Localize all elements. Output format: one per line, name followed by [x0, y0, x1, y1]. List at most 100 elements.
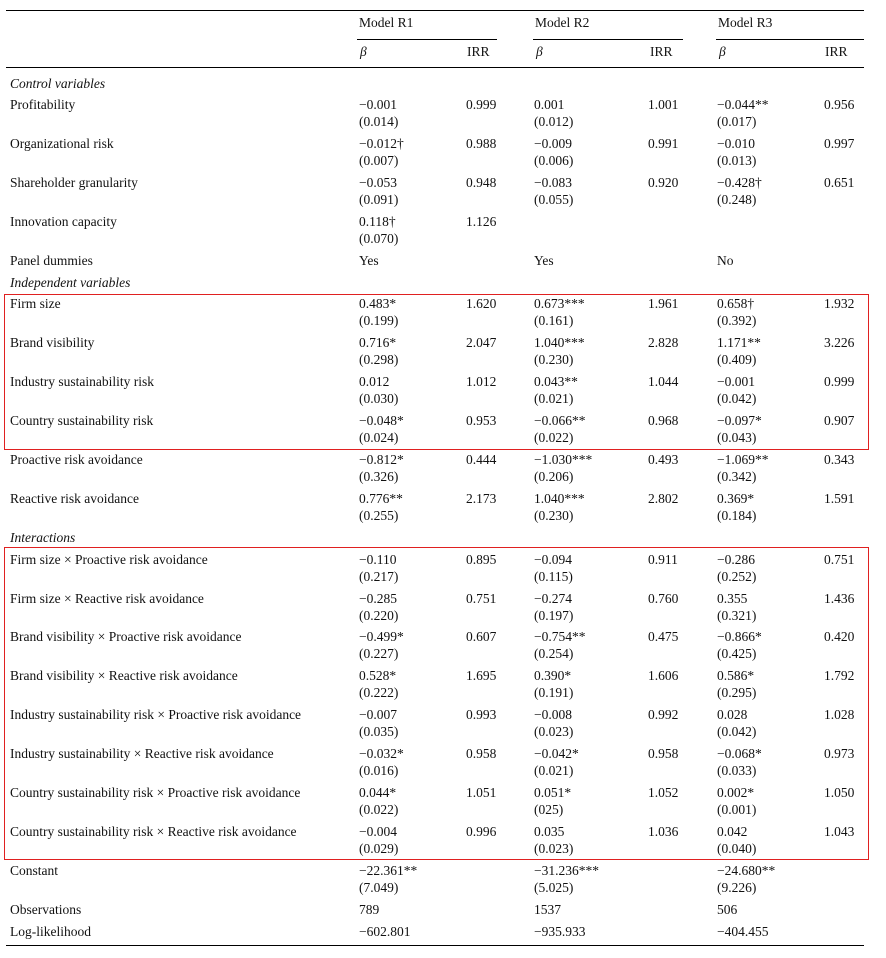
standard-error-value: (0.409): [717, 352, 757, 367]
standard-error-value: (0.230): [534, 508, 574, 523]
coefficient-value: Yes: [359, 253, 379, 268]
model-r1-header: Model R1: [359, 15, 414, 30]
standard-error-value: (0.321): [717, 608, 757, 623]
coefficient-value: −24.680**: [717, 863, 776, 878]
irr-value: 1.620: [466, 296, 497, 311]
standard-error-value: (0.043): [717, 430, 757, 445]
standard-error-value: (0.230): [534, 352, 574, 367]
coefficient-value: −0.499*: [359, 629, 404, 644]
row-label: Industry sustainability risk: [10, 374, 154, 389]
coefficient-value: −0.866*: [717, 629, 762, 644]
coefficient-value: −31.236***: [534, 863, 599, 878]
irr-value: 0.973: [824, 746, 855, 761]
standard-error-value: (0.254): [534, 646, 574, 661]
irr-value: 0.999: [824, 374, 855, 389]
standard-error-value: (0.248): [717, 192, 757, 207]
coefficient-value: −0.009: [534, 136, 572, 151]
row-label: Innovation capacity: [10, 214, 117, 229]
standard-error-value: (0.023): [534, 841, 574, 856]
coefficient-value: −0.048*: [359, 413, 404, 428]
coefficient-value: −0.001: [359, 97, 397, 112]
irr-value: 0.651: [824, 175, 855, 190]
irr-value: 1.052: [648, 785, 679, 800]
standard-error-value: (0.007): [359, 153, 399, 168]
top-rule: [6, 10, 864, 12]
beta-header-r1: β: [360, 44, 367, 59]
row-label: Brand visibility: [10, 335, 95, 350]
standard-error-value: (0.070): [359, 231, 399, 246]
standard-error-value: (7.049): [359, 880, 399, 895]
standard-error-value: (0.030): [359, 391, 399, 406]
coefficient-value: −0.274: [534, 591, 572, 606]
coefficient-value: 0.028: [717, 707, 748, 722]
row-label: Industry sustainability × Reactive risk …: [10, 746, 274, 761]
coefficient-value: 0.673***: [534, 296, 585, 311]
model-r1-underline: [357, 39, 497, 40]
standard-error-value: (0.042): [717, 724, 757, 739]
irr-value: 0.958: [648, 746, 679, 761]
irr-header-r1: IRR: [467, 44, 490, 59]
coefficient-value: 0.716*: [359, 335, 397, 350]
coefficient-value: −0.094: [534, 552, 572, 567]
irr-value: 1.050: [824, 785, 855, 800]
coefficient-value: 0.043**: [534, 374, 578, 389]
coefficient-value: 0.002*: [717, 785, 755, 800]
standard-error-value: (0.206): [534, 469, 574, 484]
coefficient-value: 0.658†: [717, 296, 755, 311]
coefficient-value: −0.004: [359, 824, 397, 839]
coefficient-value: 1.040***: [534, 335, 585, 350]
standard-error-value: (0.392): [717, 313, 757, 328]
irr-header-r2: IRR: [650, 44, 673, 59]
irr-value: 0.948: [466, 175, 497, 190]
irr-value: 0.475: [648, 629, 679, 644]
row-label: Panel dummies: [10, 253, 93, 268]
row-label: Firm size × Reactive risk avoidance: [10, 591, 204, 606]
coefficient-value: 0.483*: [359, 296, 397, 311]
irr-value: 1.001: [648, 97, 679, 112]
standard-error-value: (0.220): [359, 608, 399, 623]
standard-error-value: (0.161): [534, 313, 574, 328]
coefficient-value: 1.171**: [717, 335, 761, 350]
coefficient-value: 0.369*: [717, 491, 755, 506]
model-r3-underline: [716, 39, 864, 40]
standard-error-value: (0.022): [534, 430, 574, 445]
irr-value: 0.996: [466, 824, 497, 839]
coefficient-value: −1.030***: [534, 452, 593, 467]
irr-value: 1.591: [824, 491, 855, 506]
row-label: Observations: [10, 902, 82, 917]
coefficient-value: −0.428†: [717, 175, 762, 190]
standard-error-value: (0.023): [534, 724, 574, 739]
coefficient-value: −404.455: [717, 924, 769, 939]
standard-error-value: (0.040): [717, 841, 757, 856]
irr-value: 1.961: [648, 296, 679, 311]
standard-error-value: (0.017): [717, 114, 757, 129]
coefficient-value: −602.801: [359, 924, 411, 939]
irr-value: 0.992: [648, 707, 679, 722]
standard-error-value: (0.035): [359, 724, 399, 739]
coefficient-value: 0.012: [359, 374, 390, 389]
irr-value: 1.606: [648, 668, 679, 683]
row-label: Reactive risk avoidance: [10, 491, 139, 506]
standard-error-value: (0.298): [359, 352, 399, 367]
coefficient-value: −0.001: [717, 374, 755, 389]
standard-error-value: (0.021): [534, 763, 574, 778]
row-label: Country sustainability risk: [10, 413, 154, 428]
coefficient-value: 789: [359, 902, 380, 917]
irr-value: 0.958: [466, 746, 497, 761]
section-independent-variables: Independent variables: [10, 275, 131, 290]
standard-error-value: (0.022): [359, 802, 399, 817]
row-label: Country sustainability risk × Proactive …: [10, 785, 301, 800]
irr-value: 2.828: [648, 335, 679, 350]
header-rule: [6, 67, 864, 69]
irr-value: 0.991: [648, 136, 679, 151]
model-r2-header: Model R2: [535, 15, 590, 30]
coefficient-value: 0.051*: [534, 785, 572, 800]
coefficient-value: −0.032*: [359, 746, 404, 761]
coefficient-value: −0.286: [717, 552, 755, 567]
interactions-highlight: [4, 547, 869, 860]
row-label: Profitability: [10, 97, 76, 112]
irr-value: 0.607: [466, 629, 497, 644]
irr-value: 0.895: [466, 552, 497, 567]
coefficient-value: 0.044*: [359, 785, 397, 800]
coefficient-value: 0.586*: [717, 668, 755, 683]
